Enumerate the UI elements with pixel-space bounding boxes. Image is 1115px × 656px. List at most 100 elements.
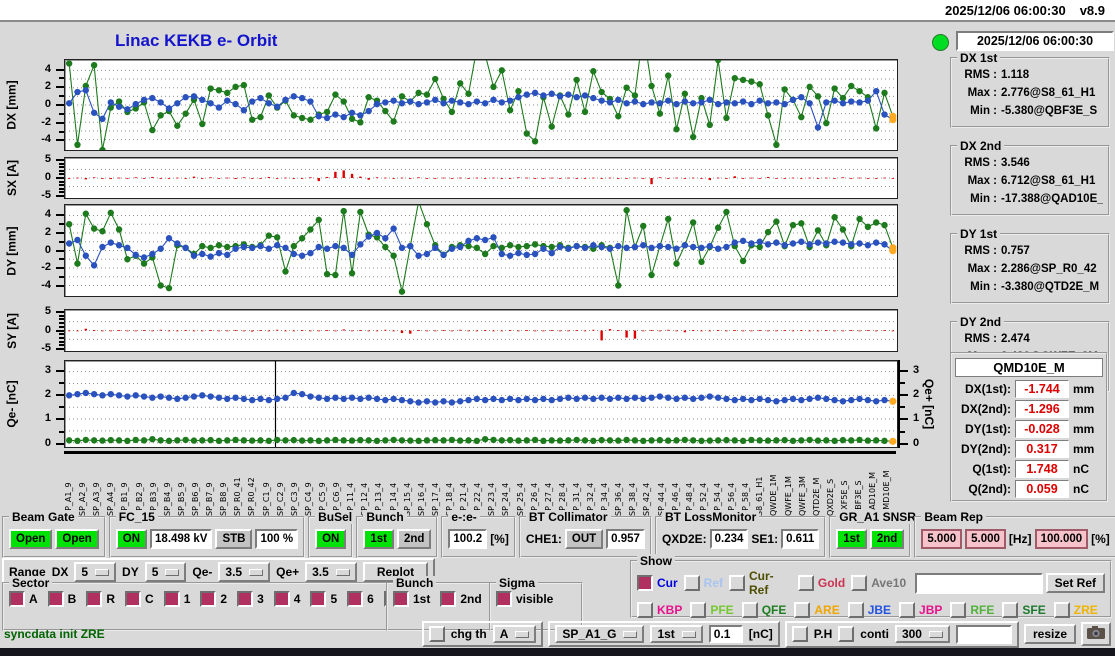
- ph-checkbox[interactable]: [791, 626, 808, 642]
- sector-label-3[interactable]: 3: [257, 592, 264, 606]
- sector-label-5[interactable]: 5: [330, 592, 338, 606]
- sector-checkbox-1[interactable]: [163, 591, 180, 607]
- sector-label-2[interactable]: 2: [220, 592, 228, 606]
- screenshot-button[interactable]: [1081, 622, 1111, 646]
- sector-checkbox-4[interactable]: [273, 591, 290, 607]
- show-checkbox-cur-ref[interactable]: [729, 575, 746, 591]
- bunch-select-dropdown[interactable]: 1st: [650, 625, 703, 643]
- sector-item-c[interactable]: C: [125, 591, 154, 607]
- beam-rep-field-1[interactable]: 5.000: [921, 528, 963, 549]
- show-item-pfe[interactable]: PFE: [690, 602, 734, 618]
- sector-item-3[interactable]: 3: [237, 591, 264, 607]
- beam-rep-field-2[interactable]: 5.000: [965, 528, 1006, 549]
- sector-checkbox-2[interactable]: [200, 591, 217, 607]
- set-ref-button[interactable]: Set Ref: [1045, 573, 1105, 593]
- show-checkbox-cur[interactable]: [637, 575, 653, 591]
- sector-checkbox-6[interactable]: [347, 591, 364, 607]
- sigma-item-visible[interactable]: visible: [496, 591, 553, 607]
- show-label-pfe[interactable]: PFE: [710, 603, 734, 617]
- plot-sx-canvas[interactable]: [64, 157, 898, 199]
- sector-checkbox-a[interactable]: [9, 591, 25, 607]
- show-item-kbp[interactable]: KBP: [637, 602, 682, 618]
- show-item-cur-ref[interactable]: Cur-Ref: [729, 569, 792, 597]
- show-item-cur[interactable]: Cur: [637, 575, 678, 591]
- data-timestamp-field[interactable]: 2025/12/06 06:00:30: [956, 31, 1114, 51]
- show-item-are[interactable]: ARE: [794, 602, 840, 618]
- sector-item-4[interactable]: 4: [273, 591, 301, 607]
- sector-item-5[interactable]: 5: [310, 591, 337, 607]
- sector-item-r[interactable]: R: [86, 591, 115, 607]
- show-item-ref[interactable]: Ref: [683, 575, 724, 591]
- sector-item-6[interactable]: 6: [347, 591, 374, 607]
- chg-th-label[interactable]: chg th: [450, 627, 487, 641]
- show-label-ref[interactable]: Ref: [703, 576, 724, 590]
- count-dropdown[interactable]: 300: [894, 625, 950, 643]
- gr-a1-1st-button[interactable]: 1st: [836, 528, 867, 549]
- che1-out-button[interactable]: OUT: [564, 528, 604, 549]
- show-label-sfe[interactable]: SFE: [1022, 603, 1046, 617]
- bunch-2nd-button[interactable]: 2nd: [396, 528, 432, 549]
- show-label-rfe[interactable]: RFE: [970, 603, 995, 617]
- sigma-checkbox-visible[interactable]: [496, 591, 512, 607]
- show-label-cur-ref[interactable]: Cur-Ref: [749, 569, 774, 597]
- beam-rep-percent-field[interactable]: 100.000: [1034, 528, 1089, 549]
- fc15-on-button[interactable]: ON: [115, 528, 148, 549]
- show-checkbox-jbe[interactable]: [847, 602, 864, 618]
- extra-input[interactable]: [955, 624, 1012, 644]
- sigma-label-visible[interactable]: visible: [516, 592, 554, 606]
- show-item-rfe[interactable]: RFE: [950, 602, 994, 618]
- bunch-filter-checkbox-2nd[interactable]: [440, 591, 457, 607]
- show-label-kbp[interactable]: KBP: [657, 603, 683, 617]
- show-checkbox-are[interactable]: [794, 602, 811, 618]
- plot-qe-canvas[interactable]: [64, 360, 898, 448]
- sector-label-1[interactable]: 1: [183, 592, 191, 606]
- show-label-ave10[interactable]: Ave10: [871, 576, 907, 590]
- show-checkbox-ave10[interactable]: [851, 575, 868, 591]
- sector-label-4[interactable]: 4: [293, 592, 301, 606]
- sector-item-b[interactable]: B: [47, 591, 77, 607]
- selected-bpm-name[interactable]: QMD10E_M: [955, 358, 1103, 377]
- sector-item-a[interactable]: A: [9, 591, 38, 607]
- busel-on-button[interactable]: ON: [315, 528, 347, 549]
- sector-item-1[interactable]: 1: [163, 591, 191, 607]
- bunch-1st-button[interactable]: 1st: [363, 528, 394, 549]
- plot-dy-canvas[interactable]: [64, 204, 898, 297]
- beam-gate-open-button-2[interactable]: Open: [55, 528, 99, 549]
- show-checkbox-zre[interactable]: [1053, 602, 1070, 618]
- show-checkbox-gold[interactable]: [797, 575, 814, 591]
- sp-select-dropdown[interactable]: SP_A1_G: [555, 625, 645, 643]
- chg-th-checkbox[interactable]: [428, 626, 445, 642]
- sector-checkbox-c[interactable]: [125, 591, 142, 607]
- ref-file-input[interactable]: [915, 572, 1043, 594]
- fc15-stb-button[interactable]: STB: [215, 528, 253, 549]
- show-item-zre[interactable]: ZRE: [1053, 602, 1098, 618]
- show-checkbox-pfe[interactable]: [690, 602, 707, 618]
- sector-item-2[interactable]: 2: [200, 591, 227, 607]
- show-label-zre[interactable]: ZRE: [1073, 603, 1098, 617]
- sector-checkbox-b[interactable]: [47, 591, 64, 607]
- sector-checkbox-3[interactable]: [237, 591, 254, 607]
- show-item-sfe[interactable]: SFE: [1002, 602, 1046, 618]
- show-item-ave10[interactable]: Ave10: [851, 575, 906, 591]
- show-label-cur[interactable]: Cur: [657, 576, 678, 590]
- sector-label-b[interactable]: B: [67, 592, 77, 606]
- resize-button[interactable]: resize: [1023, 624, 1076, 644]
- conti-label[interactable]: conti: [860, 627, 889, 641]
- conti-checkbox[interactable]: [838, 626, 855, 642]
- threshold-input[interactable]: 0.1: [708, 625, 743, 643]
- show-label-qfe[interactable]: QFE: [761, 603, 787, 617]
- sector-label-a[interactable]: A: [29, 592, 38, 606]
- gr-a1-2nd-button[interactable]: 2nd: [869, 528, 905, 549]
- bunch-filter-item-1st[interactable]: 1st: [393, 591, 430, 607]
- show-checkbox-jbp[interactable]: [899, 602, 916, 618]
- bunch-filter-label-2nd[interactable]: 2nd: [460, 592, 482, 606]
- bunch-filter-label-1st[interactable]: 1st: [413, 592, 431, 606]
- show-item-jbe[interactable]: JBE: [847, 602, 892, 618]
- show-label-jbe[interactable]: JBE: [867, 603, 892, 617]
- show-item-gold[interactable]: Gold: [797, 575, 845, 591]
- show-item-qfe[interactable]: QFE: [741, 602, 787, 618]
- range-dx-dropdown[interactable]: 5: [74, 562, 117, 582]
- sector-label-r[interactable]: R: [106, 592, 116, 606]
- range-qem-dropdown[interactable]: 3.5: [218, 562, 271, 582]
- show-label-are[interactable]: ARE: [814, 603, 840, 617]
